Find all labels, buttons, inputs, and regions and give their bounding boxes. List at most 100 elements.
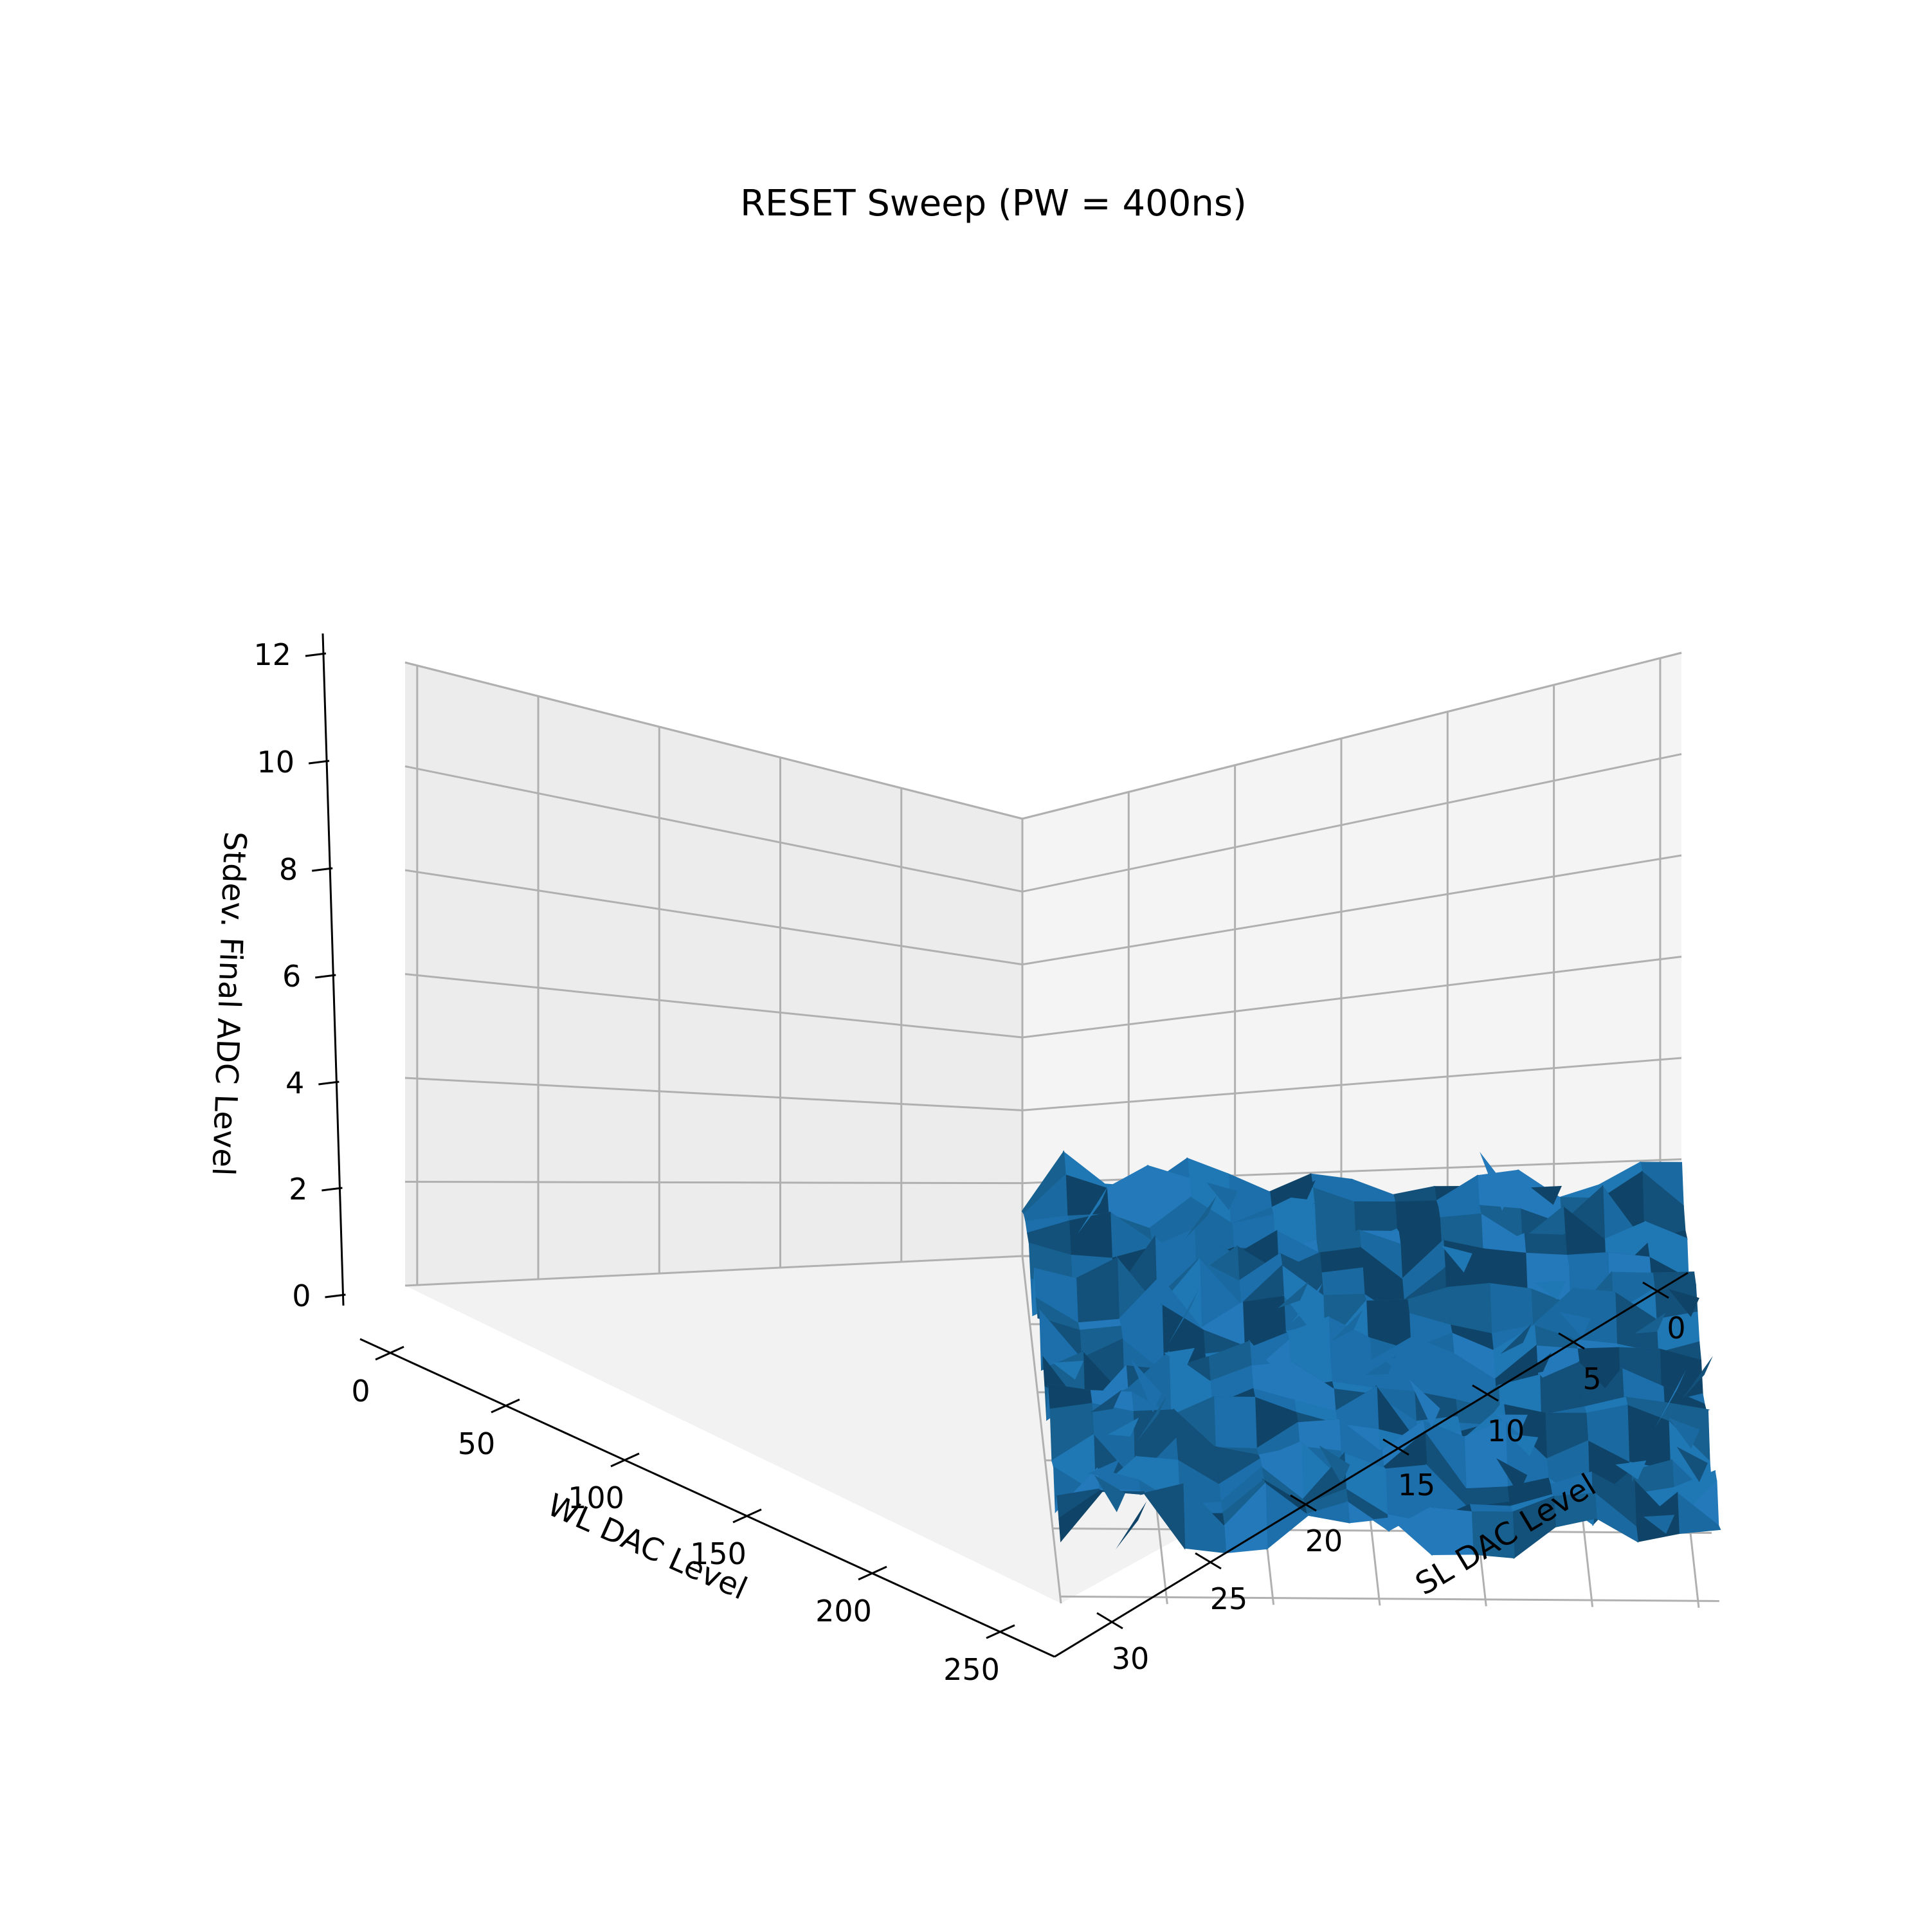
surface-spike — [1094, 1475, 1125, 1513]
back-right-pane — [1022, 653, 1681, 1261]
surface-spike — [1163, 1347, 1195, 1367]
surface-spike — [1077, 1185, 1109, 1234]
surface-spike — [1206, 1182, 1238, 1210]
surface-facet — [1068, 1212, 1113, 1259]
x-tick-label: 50 — [458, 1426, 496, 1461]
x-tick-label: 200 — [815, 1594, 872, 1628]
z-axis-line — [322, 633, 345, 1306]
surface-spike — [1490, 1378, 1521, 1417]
y-tick-label: 5 — [1582, 1362, 1601, 1396]
wall-grid-z — [404, 973, 1023, 1039]
y-tick — [1382, 1438, 1409, 1456]
chart-title: RESET Sweep (PW = 400ns) — [740, 183, 1247, 224]
z-tick-label: 6 — [282, 959, 301, 994]
z-tick-label: 0 — [292, 1279, 311, 1313]
surface-spike — [1669, 1417, 1700, 1449]
surface-spike — [1635, 1313, 1666, 1334]
z-tick-label: 4 — [285, 1066, 304, 1100]
surface-spike — [1108, 1417, 1139, 1437]
x-tick-label: 0 — [351, 1374, 370, 1408]
y-tick-label: 10 — [1487, 1414, 1525, 1448]
surface-facet — [1058, 1490, 1103, 1543]
y-tick — [1558, 1332, 1585, 1350]
surface-facet — [1320, 1267, 1365, 1297]
surface-spike — [1530, 1185, 1562, 1205]
z-tick — [318, 1080, 340, 1086]
back-left-pane — [405, 662, 1022, 1286]
wall-grid-z — [1022, 956, 1682, 1039]
surface-facet — [1523, 1233, 1568, 1257]
surface-spike — [1116, 1501, 1147, 1550]
z-tick-label: 8 — [279, 852, 298, 887]
pane-edge — [404, 661, 1023, 820]
z-tick — [325, 1293, 346, 1299]
floor-grid-x — [1060, 1595, 1719, 1602]
x-tick — [491, 1398, 520, 1414]
z-tick — [308, 760, 330, 765]
surface-spike — [1615, 1460, 1647, 1480]
wall-grid-z — [404, 869, 1023, 966]
y-tick — [1642, 1281, 1669, 1299]
surface-spike — [1480, 1151, 1511, 1211]
pane-edge — [1022, 652, 1682, 820]
x-tick — [375, 1345, 404, 1361]
surface-spike — [1284, 1180, 1316, 1199]
surface-facet — [1468, 1504, 1514, 1513]
surface-spike — [1507, 1434, 1539, 1457]
z-tick-label: 2 — [289, 1172, 307, 1207]
axes: 0 50 100 150 200 250 0 5 10 15 20 25 30 0 2 4 6 8 10 12 — [253, 633, 1689, 1687]
x-tick-label: 250 — [943, 1652, 1000, 1687]
wall-grid-z — [404, 765, 1023, 893]
z-tick — [305, 652, 327, 657]
surface-facet — [1213, 1396, 1257, 1450]
x-tick — [858, 1565, 887, 1581]
y-tick — [1290, 1494, 1317, 1512]
surface-spike — [1559, 1312, 1591, 1338]
surface-spike — [1409, 1379, 1440, 1428]
z-axis-title: Stdev. Final ADC Level — [205, 831, 253, 1176]
x-tick — [610, 1452, 640, 1468]
surface-spike — [1496, 1414, 1528, 1434]
surface-spike — [1381, 1357, 1413, 1378]
wall-grid-z — [404, 1181, 1023, 1185]
surface-spike — [1185, 1196, 1217, 1239]
y-tick — [1096, 1612, 1123, 1630]
z-tick-label: 12 — [253, 637, 291, 672]
surface-spike — [1496, 1458, 1528, 1495]
wall-grid-z — [1022, 753, 1682, 893]
surface-spike — [1500, 1324, 1532, 1354]
surface-spike — [1278, 1281, 1309, 1309]
y-tick-label: 25 — [1210, 1581, 1248, 1616]
z-tick — [315, 974, 336, 979]
wall-grid-z — [1022, 854, 1682, 966]
surface-spike — [1091, 1390, 1122, 1412]
surface-spike — [1331, 1310, 1363, 1342]
surface-spike — [1676, 1446, 1708, 1482]
y-tick — [1195, 1552, 1222, 1570]
wall-grid-z — [404, 1077, 1023, 1111]
x-tick-label: 100 — [568, 1481, 624, 1515]
y-tick-label: 20 — [1305, 1524, 1343, 1558]
surface-spike — [1668, 1289, 1699, 1317]
surface-spike — [1534, 1280, 1566, 1300]
wall-grid-z — [404, 1255, 1023, 1287]
surface-spike — [1644, 1515, 1675, 1534]
surface-spike — [1441, 1245, 1472, 1273]
surface-spike — [1681, 1356, 1713, 1399]
surface — [1021, 1150, 1721, 1559]
floor-grid-y — [1021, 1255, 1062, 1604]
y-tick-label: 15 — [1398, 1468, 1436, 1502]
surface-spike — [1136, 1395, 1168, 1443]
z-tick — [322, 1187, 343, 1192]
surface-spike — [1654, 1370, 1686, 1428]
surface-spike — [1168, 1288, 1199, 1345]
y-axis-line — [1054, 1271, 1689, 1658]
x-tick — [732, 1508, 762, 1524]
surface-spike — [1130, 1358, 1162, 1412]
z-tick — [311, 867, 333, 872]
surface-spike — [1291, 1283, 1323, 1323]
floor-grid-x — [1053, 1527, 1712, 1535]
y-tick — [1472, 1384, 1499, 1402]
